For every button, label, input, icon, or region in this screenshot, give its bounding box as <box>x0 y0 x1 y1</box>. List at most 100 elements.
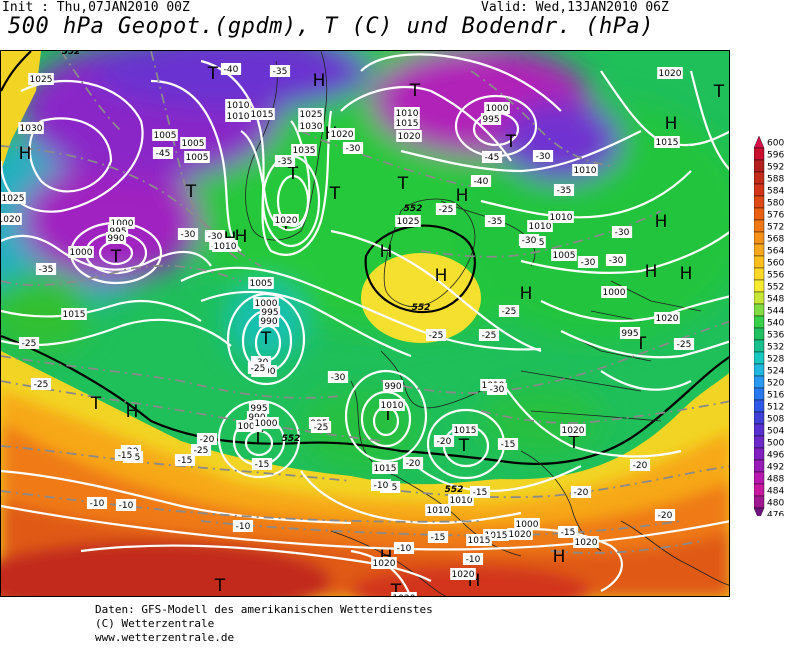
isobar-label: 1000 <box>68 246 94 258</box>
legend-swatch <box>753 207 765 221</box>
svg-text:-20: -20 <box>658 511 673 521</box>
legend-value: 520 <box>767 379 784 389</box>
isotherm-label: -30 <box>486 383 508 395</box>
weather-map[interactable]: HHHHHHHHHHHHHHHHHTTTTTTTTTTTTTTTTTTT 102… <box>0 50 730 597</box>
isotherm-label: -40 <box>220 63 242 75</box>
legend-swatch <box>753 327 765 341</box>
isobar-label: 1020 <box>329 128 355 140</box>
svg-text:552: 552 <box>445 485 464 495</box>
high-pressure-center: H <box>645 262 658 282</box>
isobar-label: 1020 <box>657 67 683 79</box>
isotherm-label: -20 <box>196 433 218 445</box>
isobar-label: 1025 <box>1 192 26 204</box>
high-pressure-center: H <box>380 242 393 262</box>
552-gpdm-isohypse <box>364 224 476 314</box>
svg-text:-45: -45 <box>156 149 171 159</box>
svg-text:-15: -15 <box>561 528 576 538</box>
legend-value: 496 <box>767 451 784 461</box>
svg-text:-20: -20 <box>200 435 215 445</box>
low-pressure-center: T <box>260 329 272 349</box>
isotherm-label: -15 <box>251 458 273 470</box>
svg-text:-15: -15 <box>501 440 516 450</box>
isotherm-label: -25 <box>18 337 40 349</box>
isotherm-label: -40 <box>470 175 492 187</box>
svg-text:1015: 1015 <box>485 531 508 541</box>
isobar-label: 1000 <box>514 518 540 530</box>
svg-text:552: 552 <box>282 434 301 444</box>
isobar-label: 1020 <box>573 536 599 548</box>
isohypse-label: 552 <box>62 51 81 57</box>
legend-swatch <box>753 231 765 245</box>
svg-text:-25: -25 <box>677 340 692 350</box>
isobar-label: 1015 <box>394 117 420 129</box>
isobar-label: 990 <box>105 232 127 244</box>
svg-text:-15: -15 <box>473 488 488 498</box>
svg-text:1010: 1010 <box>381 401 404 411</box>
isobar-label: 1000 <box>601 286 627 298</box>
isobar-label: 1010 <box>425 504 451 516</box>
svg-text:1010: 1010 <box>227 101 250 111</box>
isotherm-label: -30 <box>605 254 627 266</box>
svg-text:-20: -20 <box>574 488 589 498</box>
valid-time: Valid: Wed,13JAN2010 06Z <box>481 0 669 15</box>
isobar-label: 995 <box>619 327 641 339</box>
low-pressure-center: T <box>568 433 580 453</box>
isobar-label: 1025 <box>298 108 324 120</box>
svg-text:1000: 1000 <box>111 219 134 229</box>
isobar-label: 1015 <box>372 462 398 474</box>
legend-value: 476 <box>767 511 784 517</box>
svg-text:-25: -25 <box>251 364 266 374</box>
isotherm-label: -20 <box>570 486 592 498</box>
legend-swatch <box>753 315 765 329</box>
svg-text:1005: 1005 <box>154 131 177 141</box>
legend-value: 480 <box>767 499 784 509</box>
isotherm-label: -30 <box>204 230 226 242</box>
color-scale-legend: 600 596 592 588 584 580 576 572 568 564 560 556 552 5… <box>753 130 790 521</box>
isobar-label: 1005 <box>551 249 577 261</box>
svg-text:-35: -35 <box>278 157 293 167</box>
isotherm-label: -20 <box>433 435 455 447</box>
legend-value: 488 <box>767 475 784 485</box>
isotherm-label: -10 <box>115 499 137 511</box>
svg-text:1005: 1005 <box>553 251 576 261</box>
isotherm-label: -20 <box>629 459 651 471</box>
legend-value: 568 <box>767 235 784 245</box>
svg-text:-10: -10 <box>119 501 134 511</box>
legend-swatch <box>753 507 765 521</box>
isobar-label: 1020 <box>1 213 22 225</box>
isobar-label: 1015 <box>249 108 275 120</box>
isobar-label: 1010 <box>394 107 420 119</box>
low-pressure-center: T <box>713 82 725 102</box>
isobar-label: 1010 <box>379 399 405 411</box>
552-gpdm-isohypse <box>1 51 32 92</box>
isobar-label: 1030 <box>18 122 44 134</box>
isobar-label: 1010 <box>225 99 251 111</box>
isobar-label: 1020 <box>654 312 680 324</box>
svg-text:1020: 1020 <box>393 594 416 597</box>
legend-swatch <box>753 339 765 353</box>
isobar-label: 1010 <box>448 494 474 506</box>
isobar-label: 1020 <box>273 214 299 226</box>
svg-text:1000: 1000 <box>486 104 509 114</box>
legend-value: 484 <box>767 487 784 497</box>
svg-text:1005: 1005 <box>186 153 209 163</box>
svg-text:1015: 1015 <box>374 464 397 474</box>
legend-swatch <box>753 363 765 377</box>
high-pressure-center: H <box>655 212 668 232</box>
isotherm-label: -25 <box>435 203 457 215</box>
isobar-label: 1015 <box>466 534 492 546</box>
low-pressure-center: T <box>458 436 470 456</box>
low-pressure-center: T <box>252 428 264 448</box>
svg-text:-15: -15 <box>178 456 193 466</box>
isobar-label: 1005 <box>180 137 206 149</box>
isobar-label: 1010 <box>548 211 574 223</box>
isotherm-label: -35 <box>274 155 296 167</box>
isotherm-label: -25 <box>310 421 332 433</box>
svg-text:1025: 1025 <box>2 194 25 204</box>
isotherm-label: -15 <box>497 438 519 450</box>
svg-text:-40: -40 <box>224 65 239 75</box>
isobar-label: 1015 <box>654 136 680 148</box>
isotherm-label: -10 <box>370 479 392 491</box>
svg-text:1015: 1015 <box>656 138 679 148</box>
low-pressure-center: T <box>185 182 197 202</box>
